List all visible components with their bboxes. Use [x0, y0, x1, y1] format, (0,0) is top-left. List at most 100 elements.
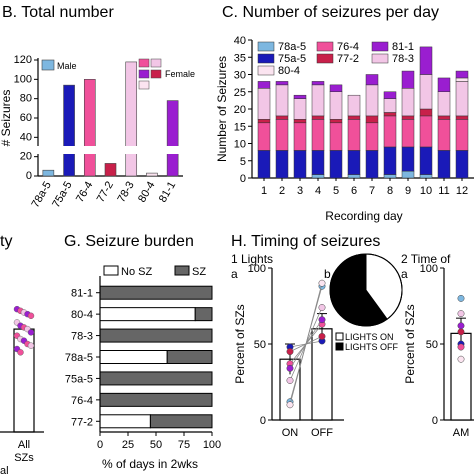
panel-c-bar-segment-78-3: [383, 98, 397, 113]
panel-c-bar-segment-78a-5: [347, 174, 361, 179]
panel-c-seizures-per-day: C. Number of seizures per day 0510152025…: [215, 4, 474, 223]
panel-b-bar-77-2: [104, 163, 117, 177]
panel-g-legend-nosz-label: No SZ: [121, 266, 152, 278]
panel-h-y-tick-label: 50: [254, 339, 266, 351]
panel-h-subtitle: 1 Lights: [231, 252, 273, 266]
panel-h2-point: [457, 343, 465, 351]
panel-c-bar-segment-81-1: [293, 94, 307, 99]
panel-c-bar-segment-78-3: [329, 91, 343, 120]
panel-h2-title: 2 Time of: [401, 252, 451, 266]
panel-b-y-tick-label: 100: [14, 73, 32, 85]
panel-c-x-tick-label: 4: [315, 185, 321, 197]
panel-b-legend-female-swatch: [150, 69, 162, 79]
panel-b-bar-78-3: [125, 61, 138, 177]
panel-c-bar-segment-78-3: [311, 84, 325, 117]
panel-b-x-tick-label: 77-2: [95, 180, 116, 205]
panel-c-bar-segment-77-2: [401, 115, 415, 120]
panel-h-point-off: [318, 304, 326, 311]
panel-c-bar-segment-76-4: [401, 119, 415, 148]
panel-g-seizure-burden: G. Seizure burden 81-1 80-4 78-3 78a-5 75a-5…: [64, 233, 221, 471]
panel-h-x-tick-label: ON: [282, 427, 299, 439]
panel-b-bar-76-4: [83, 79, 96, 177]
panel-g-bar-nosz: [99, 414, 151, 429]
panel-h-pie-legend-off-label: LIGHTS OFF: [345, 342, 399, 352]
panel-c-bar-segment-81-1: [329, 84, 343, 92]
panel-h-sub-a: a: [231, 267, 238, 281]
panel-g-y-tick-label: 77-2: [71, 416, 93, 428]
panel-c-bar-segment-78-3: [455, 81, 469, 117]
panel-c-bar-segment-75a-5: [419, 146, 433, 175]
panel-b-bar-81-1: [166, 100, 179, 177]
panel-c-bar-segment-75a-5: [455, 150, 469, 179]
panel-g-bar-sz: [166, 350, 213, 364]
panel-c-bar-segment-77-2: [383, 112, 397, 117]
panel-c-bar-segment-81-1: [383, 91, 397, 99]
panel-c-x-label: Recording day: [325, 209, 402, 223]
panel-f-x-tick-label: All: [18, 439, 30, 451]
panel-g-x-tick-label: 50: [150, 439, 162, 451]
panel-f-point: [17, 349, 24, 356]
panel-b-title: B. Total number: [2, 4, 114, 21]
panel-c-bar-segment-75a-5: [311, 150, 325, 175]
panel-h-point-on: [286, 364, 294, 372]
panel-c-x-tick-label: 7: [369, 185, 375, 197]
panel-c-bar-segment-78-3: [257, 88, 271, 120]
panel-b-y-tick-label: 60: [20, 112, 32, 124]
panel-g-x-label: % of days in 2wks: [102, 457, 198, 471]
panel-b-legend-female-swatch: [138, 58, 150, 68]
panel-c-bar-segment-76-4: [365, 122, 379, 151]
panel-f-point: [27, 312, 35, 319]
panel-g-bar-nosz: [99, 307, 196, 322]
panel-c-bar-segment-77-2: [347, 115, 361, 120]
panel-g-bar-sz: [99, 392, 213, 407]
panel-b-x-tick-label: 78a-5: [29, 180, 53, 210]
panel-b-legend-female-swatch: [138, 80, 150, 90]
panel-g-y-tick-label: 80-4: [71, 309, 93, 321]
panel-h2-x-tick-label: AM: [453, 427, 470, 439]
panel-c-bar-segment-80-4: [455, 77, 469, 82]
panel-b-x-tick-label: 76-4: [74, 180, 95, 205]
panel-b-x-tick-label: 80-4: [136, 180, 157, 205]
panel-c-legend-swatch-78a-5: [257, 41, 275, 52]
panel-b-x-tick-label: 78-3: [115, 180, 136, 205]
panel-h-timing: H. Timing of seizures 1 Lights a b 0 50 10…: [231, 233, 403, 439]
panel-g-legend-sz-label: SZ: [192, 266, 206, 278]
panel-c-bar-segment-81-1: [257, 81, 271, 89]
panel-g-y-tick-label: 78-3: [71, 331, 93, 343]
panel-h2-point: [457, 355, 465, 363]
panel-h2-point: [457, 294, 465, 302]
panel-g-y-tick-label: 78a-5: [65, 352, 93, 364]
panel-b-legend-male-label: Male: [57, 61, 77, 71]
panel-c-bar-segment-76-4: [419, 115, 433, 148]
panel-h-point-off: [318, 279, 326, 287]
panel-h-pair-line: [289, 319, 323, 369]
panel-c-bar-segment-75a-5: [401, 146, 415, 172]
panel-c-bar-segment-76-4: [455, 119, 469, 151]
panel-c-y-tick-label: 30: [234, 70, 246, 82]
panel-c-bar-segment-78-3: [293, 98, 307, 120]
panel-g-y-tick-label: 75a-5: [65, 373, 93, 385]
panel-g-x-tick-label: 100: [203, 439, 221, 451]
panel-h-point-off: [318, 332, 326, 340]
panel-c-bar-segment-76-4: [347, 119, 361, 151]
panel-c-bar-segment-77-2: [311, 115, 325, 120]
panel-c-bar-segment-81-1: [311, 81, 325, 86]
panel-c-y-tick-label: 5: [240, 156, 246, 168]
panel-c-bar-segment-75a-5: [437, 150, 451, 179]
panel-c-y-label: Number of Seizures: [215, 56, 229, 162]
panel-c-bar-segment-76-4: [257, 122, 271, 151]
panel-c-y-tick-label: 0: [240, 173, 246, 185]
panel-c-bar-segment-78-3: [419, 74, 433, 110]
panel-h-point-on: [286, 401, 294, 409]
panel-c-bar-segment-78a-5: [401, 170, 415, 179]
panel-c-legend-label-76-4: 76-4: [337, 41, 359, 53]
panel-c-legend-label-75a-5: 75a-5: [278, 53, 306, 65]
panel-c-bar-segment-78-3: [401, 88, 415, 117]
panel-c-legend-swatch-76-4: [316, 41, 334, 52]
panel-c-bar-segment-77-2: [293, 119, 307, 124]
panel-c-bar-segment-77-2: [257, 119, 271, 124]
panel-g-bar-sz: [194, 307, 213, 322]
panel-c-y-tick-label: 15: [234, 121, 246, 133]
panel-c-bar-segment-81-1: [401, 70, 415, 89]
panel-c-bar-segment-78a-5: [419, 174, 433, 179]
